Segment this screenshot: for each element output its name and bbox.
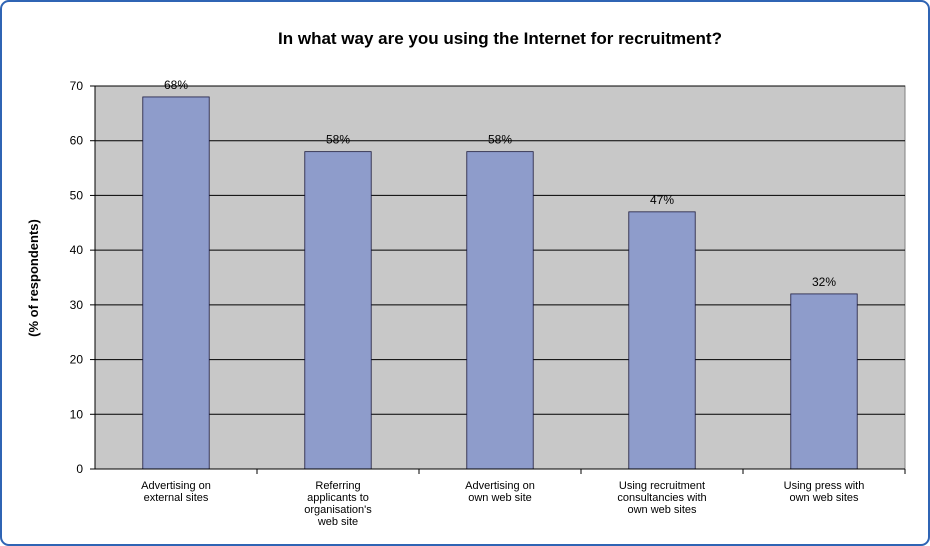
- bar: [466, 151, 534, 470]
- x-tick-label: Advertising on external sites: [141, 480, 211, 504]
- y-tick-label: 10: [70, 407, 84, 421]
- chart-title: In what way are you using the Internet f…: [278, 29, 722, 48]
- bar: [142, 96, 210, 470]
- y-tick-label: 20: [70, 353, 84, 367]
- bar: [304, 151, 372, 470]
- value-label: 47%: [650, 193, 674, 207]
- value-label: 58%: [326, 133, 350, 147]
- value-label: 68%: [164, 78, 188, 92]
- y-axis-label: (% of respondents): [26, 219, 41, 337]
- bar: [790, 293, 858, 470]
- x-tick-label: Using press with own web sites: [784, 480, 865, 504]
- y-tick-label: 50: [70, 188, 84, 202]
- y-tick-label: 60: [70, 134, 84, 148]
- y-tick-label: 70: [70, 79, 84, 93]
- bar: [628, 211, 696, 470]
- x-tick-label: Using recruitment consultancies with own w…: [617, 480, 706, 516]
- y-tick-label: 0: [76, 462, 83, 476]
- value-label: 58%: [488, 133, 512, 147]
- y-tick-label: 40: [70, 243, 84, 257]
- x-tick-label: Advertising on own web site: [465, 480, 535, 504]
- x-tick-label: Referring applicants to organisation's web …: [304, 480, 372, 528]
- y-tick-label: 30: [70, 298, 84, 312]
- value-label: 32%: [812, 275, 836, 289]
